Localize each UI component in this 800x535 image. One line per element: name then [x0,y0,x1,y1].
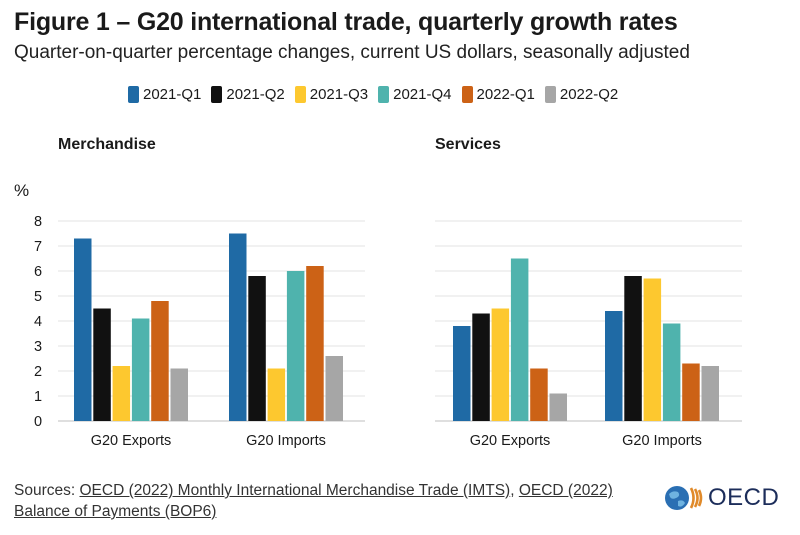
bar [306,266,324,421]
bar [510,258,529,421]
figure-title: Figure 1 – G20 international trade, quar… [14,8,678,36]
source-link-bop6[interactable]: OECD (2022) Balance of Payments (BOP6) [14,482,613,520]
panel-title: Services [435,136,501,153]
bar [74,238,92,421]
y-tick-label: 7 [34,239,42,255]
legend-swatch [294,86,306,103]
bar [267,368,286,421]
oecd-logo: OECD [664,484,779,512]
legend-swatch [544,86,556,103]
oecd-logo-text: OECD [708,484,780,511]
bar [325,356,343,421]
figure-subtitle: Quarter-on-quarter percentage changes, c… [14,42,690,63]
bar [93,308,111,421]
y-tick-label: 4 [34,314,42,330]
bar [229,233,247,421]
bar [491,308,510,421]
legend-label: 2021-Q3 [309,86,369,103]
x-category-label: G20 Exports [91,433,172,449]
y-tick-label: 6 [34,264,42,280]
sources-separator: , [510,482,519,499]
legend-swatch [128,86,139,103]
bar [662,323,681,421]
bar [112,366,131,421]
y-tick-label: 1 [34,389,42,405]
legend-label: 2021-Q4 [393,86,452,103]
bar [549,393,567,421]
legend-swatch [211,86,223,103]
panel-title: Merchandise [58,136,156,153]
legend-label: 2022-Q2 [559,86,619,103]
legend-swatch [378,86,390,103]
x-category-label: G20 Imports [246,433,326,449]
y-axis-unit-label: % [14,181,29,200]
bar [170,368,188,421]
x-category-label: G20 Imports [622,433,702,449]
bar [624,276,642,421]
legend-item: 2021-Q4 [378,86,452,103]
bar [151,301,169,421]
bar [286,271,305,421]
legend-item: 2021-Q1 [128,86,201,103]
legend-label: 2022-Q1 [476,86,535,103]
bar [605,311,623,421]
legend-label: 2021-Q2 [226,86,285,103]
bar [472,313,490,421]
bar [131,318,150,421]
source-link-imts[interactable]: OECD (2022) Monthly International Mercha… [79,482,511,499]
y-tick-label: 8 [34,214,42,230]
bar [682,363,700,421]
legend-item: 2021-Q2 [211,86,285,103]
bar [248,276,266,421]
y-tick-label: 3 [34,339,42,355]
bar [453,326,471,421]
legend-swatch [461,86,473,103]
legend-label: 2021-Q1 [143,86,202,103]
sources-note: Sources: OECD (2022) Monthly Internation… [14,480,654,522]
oecd-globe-icon [665,486,703,510]
sources-prefix: Sources: [14,482,80,499]
legend-item: 2022-Q1 [461,86,535,103]
y-tick-label: 2 [34,364,42,380]
legend-item: 2022-Q2 [544,86,619,103]
bar [701,366,719,421]
legend-item: 2021-Q3 [294,86,369,103]
bar-chart: % Merchandise 0 1 2 3 4 5 6 7 8 G20 Exports G20 Impo… [14,136,742,449]
bar [530,368,548,421]
x-category-label: G20 Exports [470,433,551,449]
y-tick-label: 0 [34,414,42,430]
y-tick-label: 5 [34,289,42,305]
legend: 2021-Q1 2021-Q2 2021-Q3 2021-Q4 2022-Q1 … [128,86,618,103]
bar [643,278,662,421]
